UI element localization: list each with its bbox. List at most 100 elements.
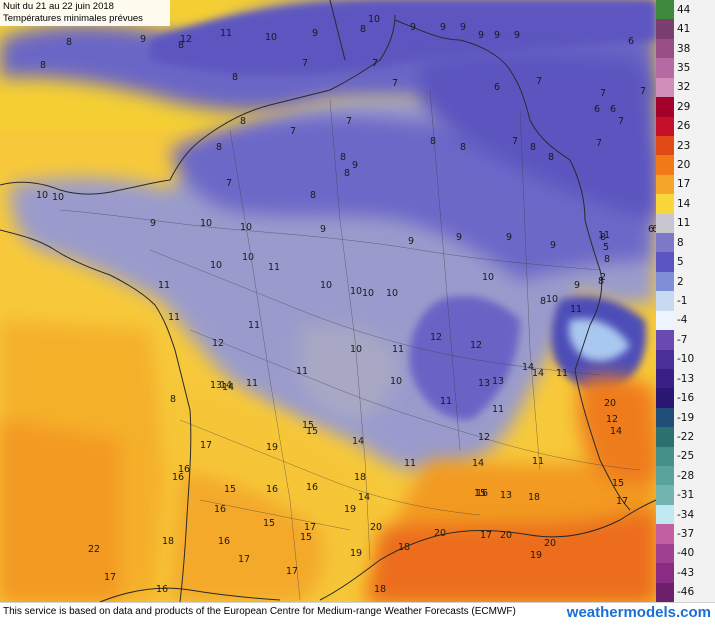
legend-label: 35 [677, 61, 691, 74]
legend-swatch [656, 407, 674, 428]
temperature-value: 9 [494, 30, 500, 41]
temperature-value: 13 [210, 380, 222, 391]
temperature-value: 6 [648, 224, 654, 235]
legend-swatch [656, 174, 674, 195]
temperature-value: 10 [36, 190, 48, 201]
legend-label: -43 [677, 566, 695, 579]
temperature-value: 8 [340, 152, 346, 163]
temperature-value: 9 [408, 236, 414, 247]
temperature-value: 7 [290, 126, 296, 137]
legend-swatch [656, 271, 674, 292]
color-legend: 44 41 38 35 32 29 26 23 20 17 14 11 8 5 2 -1 -4 -7 -10 -13 -… [656, 0, 715, 602]
temperature-value: 20 [434, 528, 446, 539]
temperature-value: 8 [530, 142, 536, 153]
temperature-value: 9 [478, 30, 484, 41]
temperature-value: 8 [232, 72, 238, 83]
temperature-value: 13 [500, 490, 512, 501]
temperature-value: 11 [404, 458, 416, 469]
temperature-value: 9 [320, 224, 326, 235]
temperature-value: 12 [606, 414, 618, 425]
temperature-value: 9 [550, 240, 556, 251]
legend-step: -13 [656, 368, 715, 389]
temperature-value: 15 [474, 488, 486, 499]
legend-label: -4 [677, 314, 688, 327]
legend-label: -37 [677, 528, 695, 541]
temperature-value: 10 [200, 218, 212, 229]
temperature-value: 7 [618, 116, 624, 127]
temperature-value: 7 [536, 76, 542, 87]
temperature-value: 20 [604, 398, 616, 409]
legend-label: -28 [677, 469, 695, 482]
temperature-value: 8 [66, 37, 72, 48]
temperature-value: 10 [240, 222, 252, 233]
temperature-value: 17 [200, 440, 212, 451]
temperature-value: 15 [306, 426, 318, 437]
legend-label: 29 [677, 100, 691, 113]
temperature-value: 7 [392, 78, 398, 89]
legend-step: 29 [656, 97, 715, 117]
temperature-value: 8 [216, 142, 222, 153]
temperature-value: 19 [530, 550, 542, 561]
temperature-value: 11 [248, 320, 260, 331]
temperature-value: 11 [268, 262, 280, 273]
temperature-value: 6 [494, 82, 500, 93]
temperature-value: 7 [226, 178, 232, 189]
legend-swatch [656, 388, 674, 408]
legend-label: -16 [677, 392, 695, 405]
temperature-value: 9 [352, 160, 358, 171]
temperature-value: 19 [344, 504, 356, 515]
temperature-value: 14 [610, 426, 622, 437]
legend-label: 2 [677, 275, 684, 288]
temperature-value: 14 [352, 436, 364, 447]
legend-label: 23 [677, 139, 691, 152]
temperature-value: 14 [358, 492, 370, 503]
temperature-value: 17 [304, 522, 316, 533]
temperature-value: 8 [540, 296, 546, 307]
legend-label: 41 [677, 23, 691, 36]
temperature-value: 14 [472, 458, 484, 469]
temperature-value: 11 [598, 230, 610, 241]
temperature-value: 16 [214, 504, 226, 515]
legend-step: 41 [656, 19, 715, 39]
temperature-value: 10 [210, 260, 222, 271]
legend-step: -1 [656, 291, 715, 311]
temperature-value: 16 [156, 584, 168, 595]
temperature-value: 16 [306, 482, 318, 493]
legend-swatch [656, 0, 674, 20]
temperature-value: 12 [430, 332, 442, 343]
temperature-value: 17 [238, 554, 250, 565]
legend-label: -40 [677, 547, 695, 560]
temperature-value: 15 [300, 532, 312, 543]
temperature-value: 6 [628, 36, 634, 47]
legend-swatch [656, 213, 674, 234]
legend-swatch [656, 368, 674, 389]
legend-step: 11 [656, 213, 715, 234]
legend-label: 5 [677, 256, 684, 269]
temperature-value: 14 [532, 368, 544, 379]
temperature-value: 19 [266, 442, 278, 453]
legend-label: 17 [677, 178, 691, 191]
legend-label: -22 [677, 430, 695, 443]
temperature-value: 10 [368, 14, 380, 25]
legend-step: 8 [656, 233, 715, 253]
legend-swatch [656, 427, 674, 447]
legend-step: -40 [656, 543, 715, 564]
temperature-value: 14 [522, 362, 534, 373]
temperature-value: 16 [172, 472, 184, 483]
legend-swatch [656, 19, 674, 39]
temperature-value: 12 [470, 340, 482, 351]
legend-label: -25 [677, 450, 695, 463]
temperature-value: 10 [386, 288, 398, 299]
legend-step: -19 [656, 407, 715, 428]
legend-step: 5 [656, 252, 715, 272]
legend-step: -34 [656, 504, 715, 525]
temperature-value: 11 [296, 366, 308, 377]
legend-swatch [656, 291, 674, 311]
legend-swatch [656, 524, 674, 544]
temperature-value: 19 [350, 548, 362, 559]
temperature-value: 8 [360, 24, 366, 35]
temperature-value: 16 [178, 464, 190, 475]
temperature-value: 15 [263, 518, 275, 529]
legend-label: -34 [677, 508, 695, 521]
